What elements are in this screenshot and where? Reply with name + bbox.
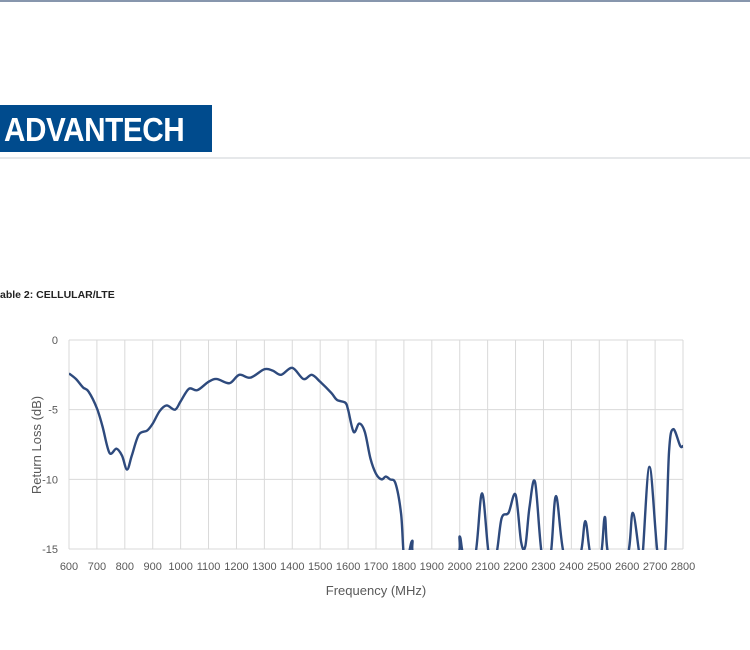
logo-text: ADVANTECH (4, 111, 185, 148)
y-tick-label: -10 (42, 474, 58, 486)
x-tick-label: 700 (88, 561, 106, 573)
header-divider (0, 157, 750, 159)
x-tick-label: 1800 (392, 561, 416, 573)
x-tick-label: 1300 (252, 561, 276, 573)
x-tick-label: 1700 (364, 561, 388, 573)
x-tick-label: 600 (60, 561, 78, 573)
y-tick-label: -5 (48, 405, 58, 417)
x-tick-label: 1000 (168, 561, 192, 573)
x-tick-label: 900 (144, 561, 162, 573)
x-tick-label: 2000 (447, 561, 471, 573)
top-rule (0, 0, 750, 2)
x-tick-label: 1200 (224, 561, 248, 573)
y-axis-title: Return Loss (dB) (29, 396, 44, 494)
x-tick-label: 2800 (671, 561, 695, 573)
series-line (69, 366, 684, 550)
x-axis-title: Frequency (MHz) (326, 583, 426, 598)
y-tick-label: -15 (42, 544, 58, 556)
advantech-logo: ADVANTECH (0, 105, 212, 152)
grid (68, 339, 684, 550)
x-tick-label: 2600 (615, 561, 639, 573)
x-tick-label: 800 (116, 561, 134, 573)
x-tick-label: 1900 (420, 561, 444, 573)
x-tick-label: 2300 (531, 561, 555, 573)
x-tick-label: 1100 (197, 561, 221, 573)
x-tick-label: 2200 (503, 561, 527, 573)
x-tick-label: 2100 (475, 561, 499, 573)
x-tick-label: 2700 (643, 561, 667, 573)
table-caption: able 2: CELLULAR/LTE (0, 289, 115, 301)
x-tick-label: 2400 (559, 561, 583, 573)
y-tick-label: 0 (52, 335, 58, 347)
x-tick-label: 1500 (308, 561, 332, 573)
x-tick-label: 1400 (280, 561, 304, 573)
x-tick-label: 1600 (336, 561, 360, 573)
x-tick-label: 2500 (587, 561, 611, 573)
